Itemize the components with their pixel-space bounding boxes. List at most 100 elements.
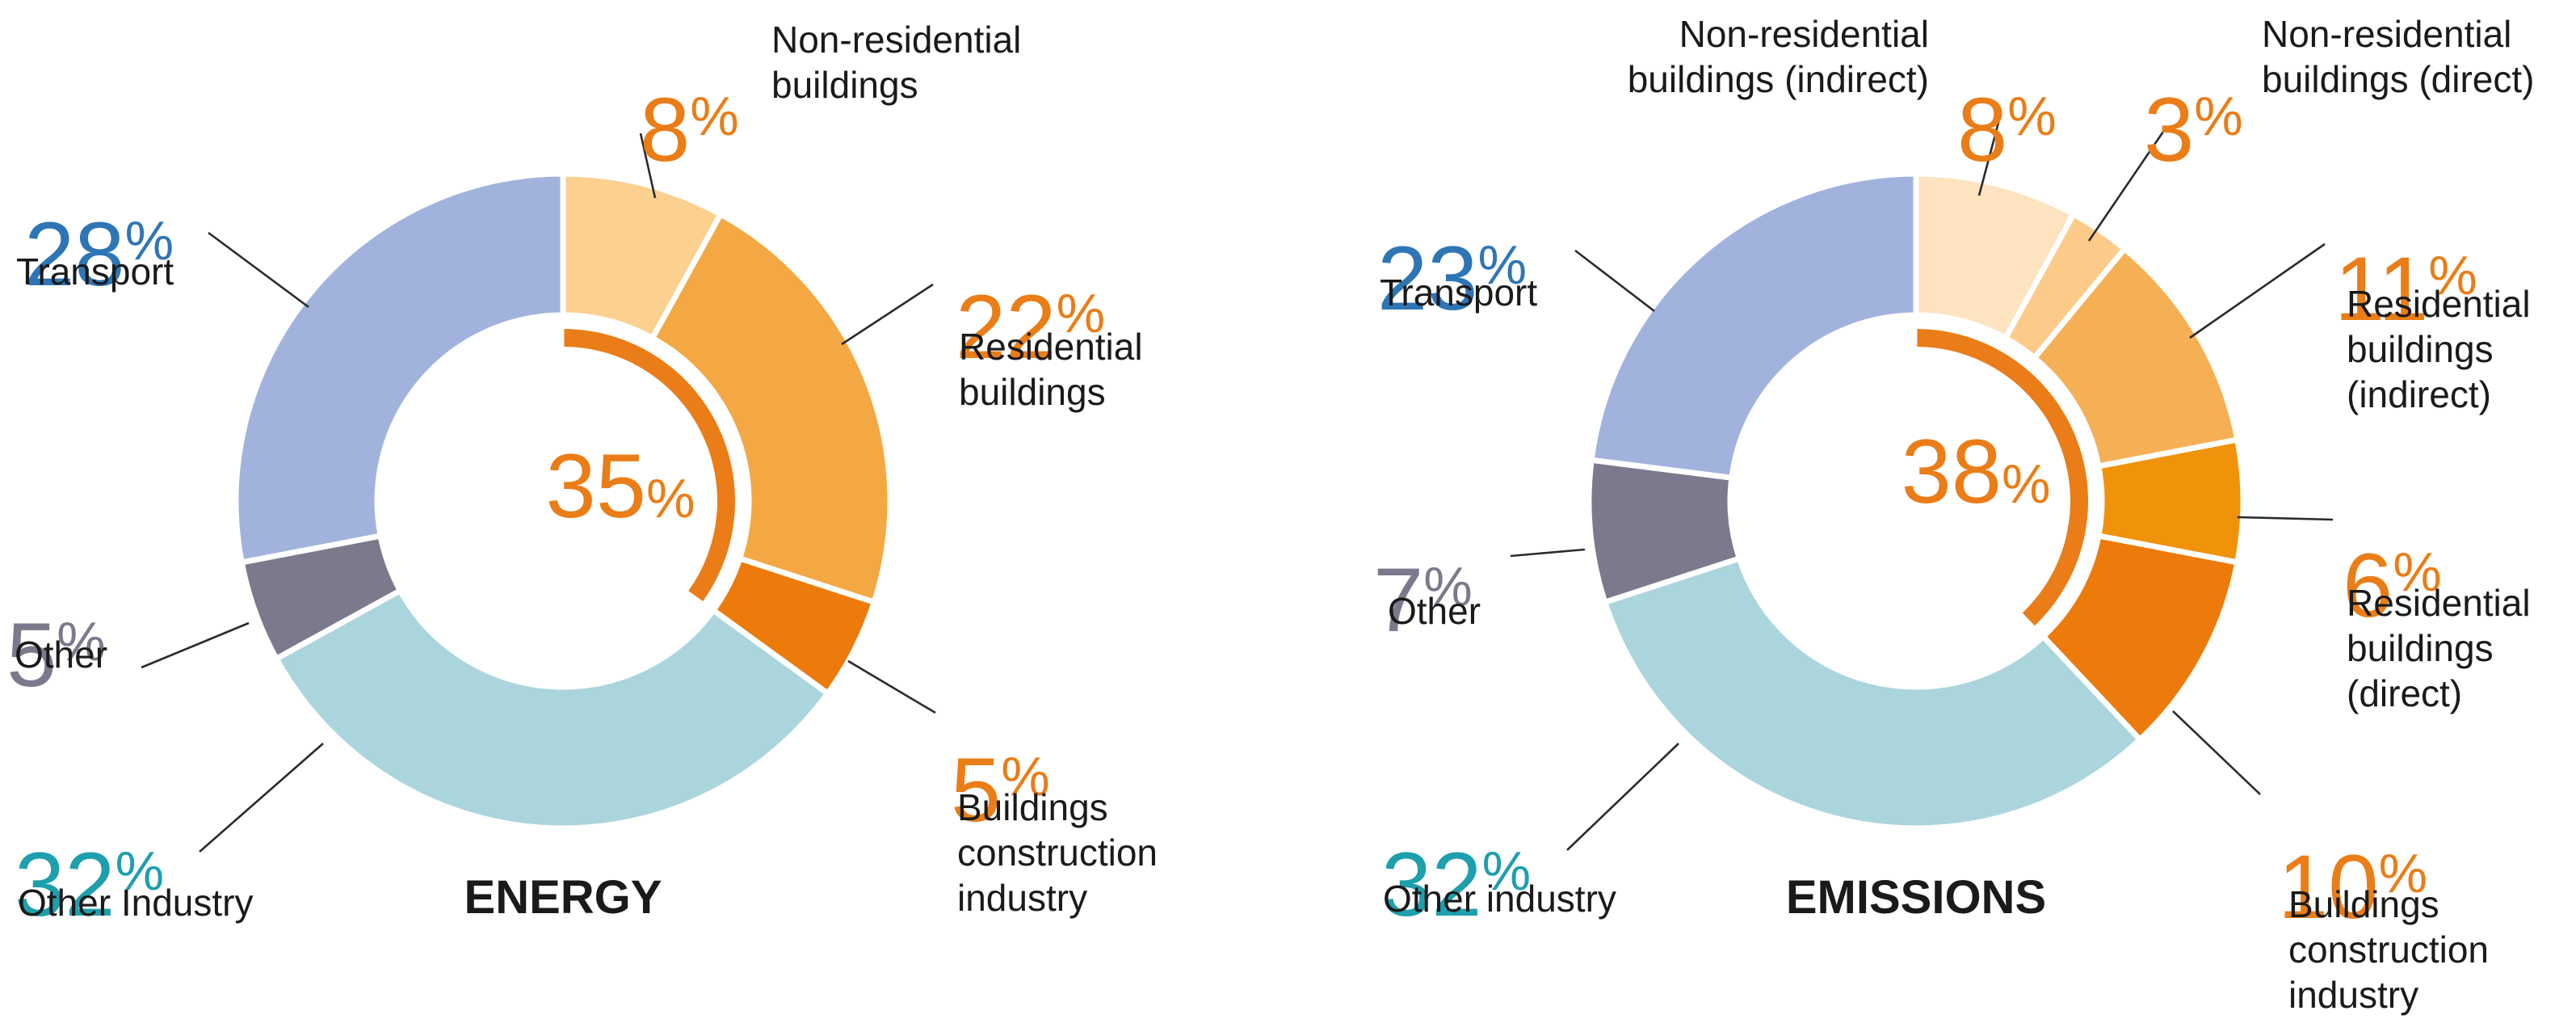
value-number: 11 — [2334, 238, 2428, 339]
slice-transport — [1588, 171, 1919, 481]
value-label-industry: 32% — [1381, 834, 1531, 935]
value-percent-sign: % — [57, 611, 105, 672]
category-label-line: buildings — [771, 64, 918, 106]
leader-line-industry — [1566, 743, 1679, 851]
value-number: 6 — [2343, 535, 2393, 636]
value-number: 10 — [2278, 836, 2379, 937]
value-label-other: 7% — [1373, 550, 1473, 651]
value-number: 32 — [15, 834, 116, 935]
category-label-line: Transport — [16, 251, 174, 293]
category-label-line: Non-residential — [2262, 13, 2511, 55]
value-label-res-direct: 6% — [2343, 535, 2442, 636]
category-label-line: Buildings — [957, 786, 1108, 828]
category-label-nonres-direct: Non-residential buildings (direct) — [2262, 13, 2534, 100]
leader-line-nonres-direct — [2087, 128, 2166, 242]
slice-industry — [1602, 555, 2143, 832]
value-percent-sign: % — [1001, 746, 1049, 807]
value-label-other: 5% — [6, 604, 106, 705]
category-label-line: buildings — [959, 371, 1106, 413]
category-label-other: Other — [1388, 590, 1481, 632]
value-percent-sign: % — [1478, 234, 1527, 296]
value-percent-sign: % — [2428, 245, 2477, 306]
category-label-constr: Buildings construction industry — [957, 786, 1158, 919]
category-label-line: industry — [957, 877, 1087, 919]
category-label-other: Other — [15, 634, 107, 676]
slice-industry — [273, 587, 831, 832]
leader-line-industry — [199, 743, 324, 853]
value-number: 7 — [1373, 550, 1423, 651]
value-number: 32 — [1381, 834, 1482, 935]
value-label-res-indirect: 11% — [2334, 238, 2477, 339]
value-label-nonres-direct: 3% — [2144, 79, 2243, 180]
leader-line-transport — [1574, 249, 1655, 313]
center-percent-sign: % — [646, 468, 695, 529]
value-label-res: 22% — [956, 276, 1105, 377]
category-label-line: Non-residential — [1679, 13, 1929, 55]
chart-title: EMISSIONS — [1786, 871, 2046, 924]
value-number: 22 — [956, 276, 1057, 377]
category-label-transport: Transport — [1380, 272, 1537, 314]
category-label-line: buildings — [2347, 627, 2494, 669]
value-number: 5 — [951, 739, 1001, 840]
leader-line-res-direct — [2237, 516, 2334, 521]
category-label-line: Residential — [959, 326, 1143, 368]
leader-line-nonres-indirect — [1977, 119, 2001, 196]
center-number: 38 — [1901, 421, 2002, 522]
category-label-line: Non-residential — [771, 19, 1021, 61]
value-percent-sign: % — [2379, 843, 2427, 904]
center-number: 35 — [545, 436, 646, 537]
category-label-line: construction — [957, 832, 1158, 874]
category-label-res: Residential buildings — [959, 326, 1143, 413]
value-number: 8 — [640, 79, 690, 180]
value-number: 23 — [1377, 228, 1478, 329]
value-percent-sign: % — [125, 210, 174, 272]
center-percent-sign: % — [2002, 453, 2050, 515]
leader-line-constr — [2172, 710, 2261, 795]
value-label-constr: 10% — [2278, 836, 2427, 937]
category-label-line: Buildings — [2288, 883, 2439, 925]
leader-line-res-indirect — [2189, 242, 2326, 339]
category-label-res-indirect: Residential buildings (indirect) — [2347, 283, 2531, 415]
value-percent-sign: % — [1423, 556, 1472, 617]
category-label-line: Other industry — [1383, 878, 1616, 920]
category-label-constr: Buildings construction industry — [2288, 883, 2489, 1016]
category-label-line: (direct) — [2347, 672, 2462, 714]
category-label-line: buildings — [2347, 328, 2494, 370]
value-number: 3 — [2144, 79, 2194, 180]
category-label-line: construction — [2288, 929, 2489, 971]
leader-line-res — [841, 283, 934, 346]
category-label-line: Other — [15, 634, 107, 676]
value-percent-sign: % — [2194, 86, 2242, 147]
leader-line-nonres — [639, 133, 657, 199]
category-label-line: Other Industry — [18, 882, 253, 924]
value-number: 5 — [6, 604, 57, 705]
leader-line-constr — [847, 659, 936, 714]
buildings-share-arc — [1917, 329, 2088, 626]
chart-title: ENERGY — [464, 871, 662, 924]
value-number: 8 — [1957, 79, 2007, 180]
center-value: 35% — [545, 436, 695, 537]
value-percent-sign: % — [1482, 840, 1531, 902]
leader-line-other — [141, 621, 250, 669]
value-label-nonres-indirect: 8% — [1957, 79, 2057, 180]
category-label-line: buildings (direct) — [2262, 58, 2534, 100]
category-label-nonres-indirect: Non-residential buildings (indirect) — [1628, 13, 1929, 100]
center-value: 38% — [1901, 421, 2050, 522]
value-percent-sign: % — [116, 840, 164, 902]
value-label-industry: 32% — [15, 834, 164, 935]
buildings-share-arc — [564, 329, 735, 601]
category-label-line: Residential — [2347, 582, 2531, 624]
value-percent-sign: % — [1057, 283, 1105, 344]
category-label-transport: Transport — [16, 251, 174, 293]
category-label-line: buildings (indirect) — [1628, 58, 1929, 100]
category-label-line: industry — [2288, 974, 2418, 1016]
category-label-line: Other — [1388, 590, 1481, 632]
value-percent-sign: % — [690, 86, 738, 147]
value-percent-sign: % — [2007, 86, 2056, 147]
value-number: 28 — [24, 204, 125, 305]
leader-line-other — [1510, 548, 1586, 558]
slice-res — [649, 211, 893, 605]
